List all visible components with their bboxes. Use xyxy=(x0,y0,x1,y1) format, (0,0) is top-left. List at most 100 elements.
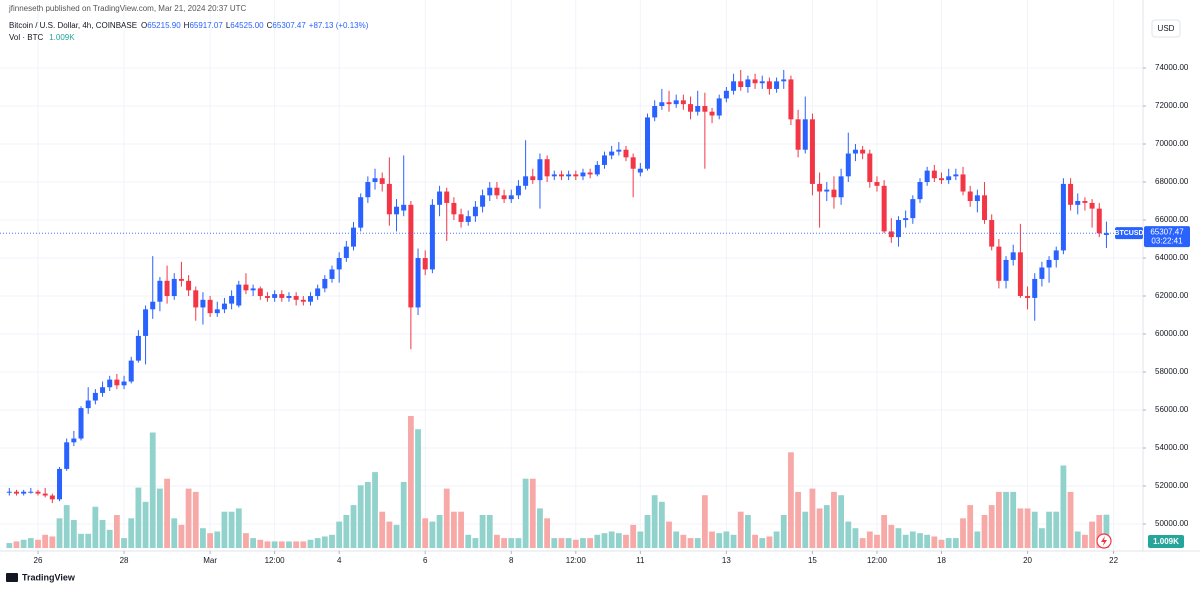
candle-body xyxy=(214,309,220,314)
candle-body xyxy=(365,182,371,198)
candle-body xyxy=(379,178,385,184)
candle-body xyxy=(336,258,342,270)
volume-bar xyxy=(1024,508,1031,548)
y-tick-label: 74000.00 xyxy=(1155,63,1189,72)
volume-bar xyxy=(278,541,285,548)
volume-bar xyxy=(658,501,665,548)
y-tick-label: 50000.00 xyxy=(1155,519,1189,528)
x-tick-label: 20 xyxy=(1023,556,1032,565)
candle-body xyxy=(1082,201,1088,203)
candle-body xyxy=(42,493,48,496)
volume-bar xyxy=(56,518,63,548)
volume-bar xyxy=(623,534,629,548)
published-note: jfinneseth published on TradingView.com,… xyxy=(8,4,247,13)
candle-body xyxy=(939,178,945,181)
y-tick-label: 62000.00 xyxy=(1155,291,1189,300)
volume-bar xyxy=(1010,491,1017,548)
volume-bar xyxy=(529,478,536,548)
candle-body xyxy=(307,296,313,302)
candle-body xyxy=(924,170,930,183)
candle-body xyxy=(537,159,543,181)
volume-bar xyxy=(422,518,429,548)
volume-bar xyxy=(888,524,895,548)
volume-bar xyxy=(845,521,852,548)
volume-bar xyxy=(608,531,615,548)
volume-bar xyxy=(307,539,314,548)
volume-bar xyxy=(931,536,938,548)
candle-body xyxy=(838,176,844,198)
volume-bar xyxy=(372,472,378,548)
candle-body xyxy=(236,284,242,306)
candle-body xyxy=(695,106,701,112)
candle-body xyxy=(408,204,414,308)
y-tick-label: 64000.00 xyxy=(1155,253,1189,262)
candle-body xyxy=(221,303,227,310)
currency[interactable]: USD xyxy=(1158,24,1175,33)
volume-bar xyxy=(6,543,13,548)
candle-body xyxy=(637,168,643,173)
candle-body xyxy=(766,81,772,89)
volume-bar xyxy=(49,536,56,548)
grid xyxy=(0,0,1143,551)
volume-bar xyxy=(300,541,307,548)
volume-bar xyxy=(465,534,472,548)
candle-body xyxy=(150,301,156,310)
candle-body xyxy=(702,106,708,112)
x-tick-label: 4 xyxy=(337,556,342,565)
volume-bar xyxy=(250,538,257,548)
candle-body xyxy=(1068,183,1074,205)
volume-tag xyxy=(1148,535,1184,548)
volume-bar xyxy=(859,538,866,548)
volume-bar xyxy=(164,478,170,548)
candle-body xyxy=(472,206,478,217)
x-tick-label: 12:00 xyxy=(265,556,286,565)
candle-body xyxy=(207,299,213,314)
volume-bar xyxy=(1096,515,1103,548)
legend-key: H xyxy=(184,21,190,30)
volume-bar xyxy=(85,533,92,548)
candle-body xyxy=(272,294,278,298)
candle-body xyxy=(530,176,536,181)
volume-bar xyxy=(235,508,242,548)
volume-bar xyxy=(952,538,959,548)
candle-body xyxy=(1025,296,1031,298)
volume-bar xyxy=(264,541,271,548)
x-tick-label: 28 xyxy=(120,556,129,565)
candle-body xyxy=(788,79,794,120)
volume-bar xyxy=(945,538,952,548)
symbol-tag xyxy=(1115,227,1143,240)
candle-body xyxy=(444,191,450,203)
legend-change: +87.13 (+0.13%) xyxy=(309,21,369,30)
legend-value: 65215.90 xyxy=(147,21,181,30)
candle-body xyxy=(860,149,866,154)
volume-bar xyxy=(508,538,515,548)
y-tick-label: 60000.00 xyxy=(1155,329,1189,338)
legend-key: L xyxy=(226,21,231,30)
x-tick-label: 8 xyxy=(509,556,514,565)
volume-bar xyxy=(587,538,594,548)
volume-bar xyxy=(243,533,249,548)
candle-body xyxy=(795,119,801,150)
volume-bar xyxy=(472,538,479,548)
candle-body xyxy=(759,81,765,84)
candle-body xyxy=(465,216,471,222)
volume-bar xyxy=(364,482,371,548)
candle-body xyxy=(429,204,435,270)
volume-legend-value: 1.009K xyxy=(49,33,75,42)
currency-button[interactable] xyxy=(1151,19,1181,38)
volume-bar xyxy=(752,534,758,548)
candle-body xyxy=(881,185,887,232)
candle-body xyxy=(157,280,163,302)
volume-bar xyxy=(415,429,421,548)
volume-bar xyxy=(816,508,823,548)
candle-body xyxy=(437,191,443,205)
candle-body xyxy=(587,172,593,175)
x-tick-label: 18 xyxy=(937,556,946,565)
volume-bar xyxy=(443,488,450,548)
volume-bar xyxy=(157,488,163,548)
candle-body xyxy=(1053,250,1059,260)
volume-bar xyxy=(866,531,873,548)
volume-bar xyxy=(35,539,41,548)
